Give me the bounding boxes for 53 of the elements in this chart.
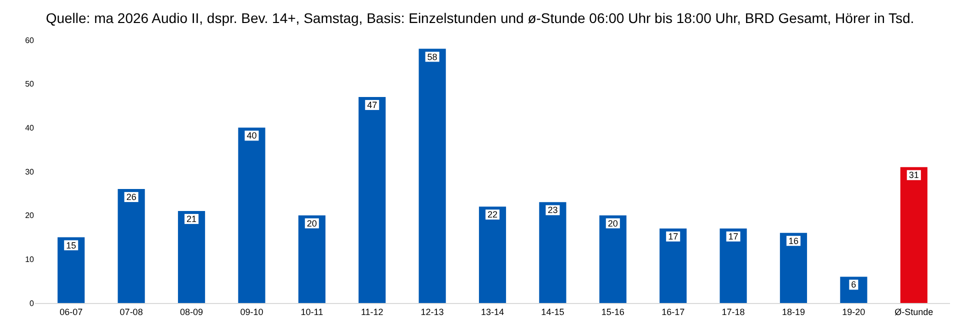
data-label: 31 [908, 170, 919, 180]
x-tick-label: 17-18 [722, 306, 745, 317]
y-tick-label: 20 [25, 211, 35, 220]
x-tick-label: 08-09 [180, 306, 204, 317]
bar [780, 232, 808, 303]
data-label: 17 [728, 231, 738, 242]
x-tick-label: 11-12 [360, 306, 384, 317]
data-label: 47 [367, 100, 378, 110]
x-tick-label: 09-10 [240, 306, 264, 317]
bar [358, 96, 386, 303]
x-tick-label: 19-20 [842, 306, 866, 317]
bar [178, 210, 206, 303]
y-tick-label: 0 [30, 298, 35, 308]
x-tick-label: 07-08 [120, 306, 143, 317]
bar [660, 228, 687, 303]
x-tick-label: 15-16 [601, 306, 624, 317]
bar [238, 128, 266, 303]
data-label: 20 [608, 218, 618, 228]
x-tick-label: 14-15 [541, 306, 564, 317]
y-tick-label: 10 [25, 254, 35, 264]
data-label: 6 [851, 280, 856, 290]
data-label: 16 [788, 236, 798, 246]
x-tick-label: 18-19 [782, 306, 806, 317]
data-label: 15 [66, 240, 76, 250]
y-tick-label: 40 [25, 123, 35, 132]
y-tick-label: 60 [25, 36, 35, 45]
y-tick-label: 30 [25, 167, 35, 176]
bar [599, 215, 626, 303]
x-tick-label: 10-11 [300, 306, 324, 317]
x-tick-label: 16-17 [662, 306, 685, 317]
x-tick-label: 06-07 [60, 306, 83, 317]
bar [298, 215, 326, 303]
bar [118, 189, 145, 303]
data-label: 21 [186, 214, 197, 224]
data-label: 40 [246, 130, 257, 141]
data-label: 23 [548, 205, 558, 216]
bar [58, 237, 85, 303]
x-tick-label: 12-13 [420, 306, 444, 317]
bar [840, 276, 868, 303]
y-tick-label: 50 [25, 80, 35, 89]
x-tick-label: 13-14 [480, 306, 504, 317]
bar [478, 206, 506, 303]
data-label: 26 [126, 192, 136, 202]
data-label: 17 [668, 231, 678, 242]
bar [900, 167, 928, 303]
bar [418, 48, 446, 303]
bar [539, 202, 566, 303]
data-label: 58 [427, 52, 438, 62]
bar [720, 228, 747, 303]
data-label: 20 [306, 218, 317, 228]
x-tick-label: Ø-Stunde [894, 306, 934, 317]
chart-title: Quelle: ma 2026 Audio II, dspr. Bev. 14+, Samstag, Basis: Einzelstunden und ø-Stunde 06:00 Uhr bis 18:00 Uhr, BRD Gesamt, Hörer in Tsd. [46, 10, 914, 26]
data-label: 22 [487, 210, 498, 220]
